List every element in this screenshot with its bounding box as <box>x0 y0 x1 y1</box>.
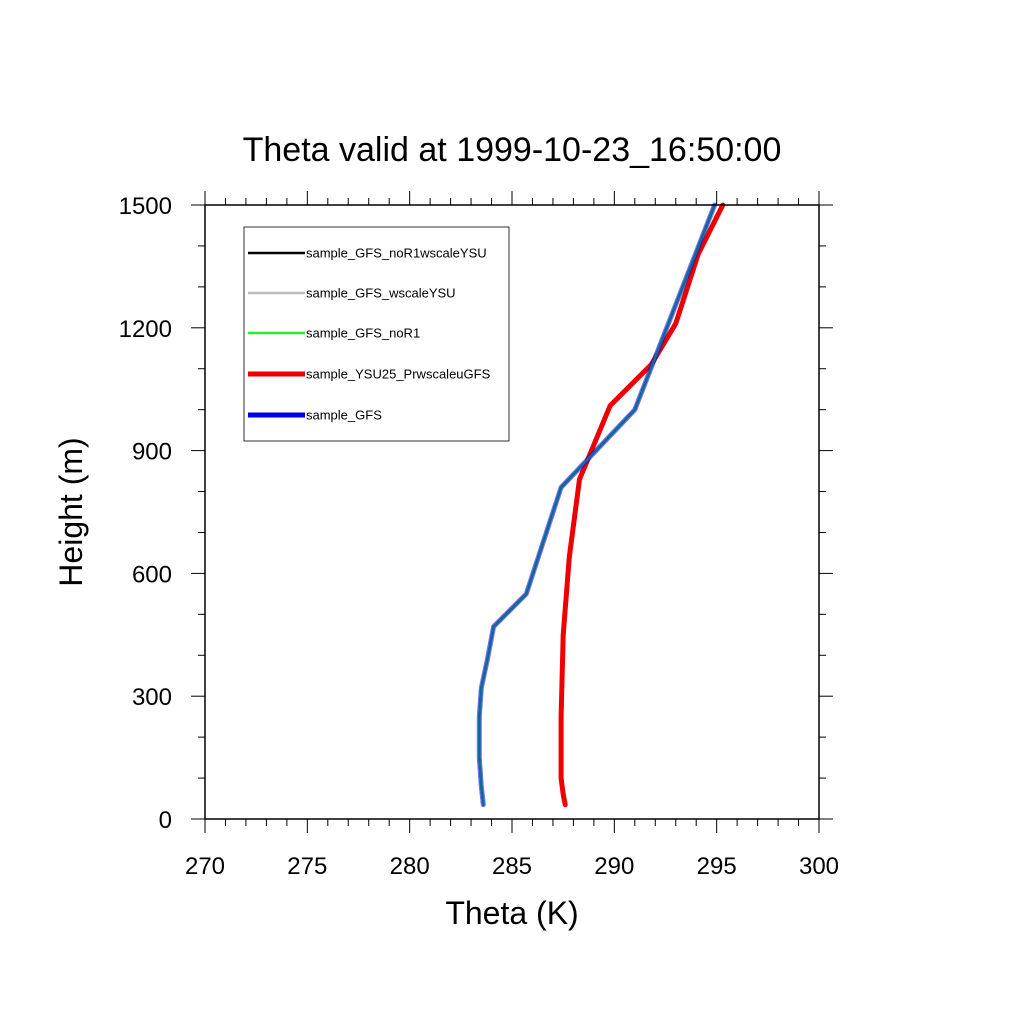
legend: sample_GFS_noR1wscaleYSU sample_GFS_wscal… <box>243 226 510 442</box>
y-tick-label: 1200 <box>119 316 172 343</box>
x-axis-label: Theta (K) <box>445 895 578 931</box>
y-tick-label: 1500 <box>119 193 172 220</box>
y-tick-labels: 0 300 600 900 1200 1500 <box>119 193 172 834</box>
y-tick-label: 300 <box>132 684 172 711</box>
legend-label: sample_GFS_wscaleYSU <box>306 286 456 301</box>
x-tick-label: 280 <box>390 853 430 880</box>
legend-label: sample_GFS_noR1 <box>306 326 420 341</box>
legend-label: sample_GFS_noR1wscaleYSU <box>306 246 487 261</box>
y-tick-label: 0 <box>159 807 172 834</box>
y-tick-label: 600 <box>132 561 172 588</box>
x-tick-label: 290 <box>594 853 634 880</box>
y-axis-label: Height (m) <box>53 437 89 586</box>
x-tick-label: 300 <box>799 853 839 880</box>
series-line-sample_YSU25_PrwscaleuGFS <box>558 202 726 808</box>
legend-label: sample_GFS <box>306 408 382 423</box>
series-line-sample_GFS <box>476 202 718 808</box>
axis-ticks <box>191 191 833 833</box>
x-tick-label: 270 <box>185 853 225 880</box>
legend-label: sample_YSU25_PrwscaleuGFS <box>306 367 491 382</box>
x-tick-label: 285 <box>492 853 532 880</box>
data-series <box>476 202 726 808</box>
chart-title: Theta valid at 1999-10-23_16:50:00 <box>243 131 782 169</box>
x-tick-label: 295 <box>697 853 737 880</box>
y-tick-label: 900 <box>132 439 172 466</box>
x-tick-label: 275 <box>287 853 327 880</box>
plot-frame <box>204 204 820 820</box>
x-tick-labels: 270 275 280 285 290 295 300 <box>185 853 839 880</box>
